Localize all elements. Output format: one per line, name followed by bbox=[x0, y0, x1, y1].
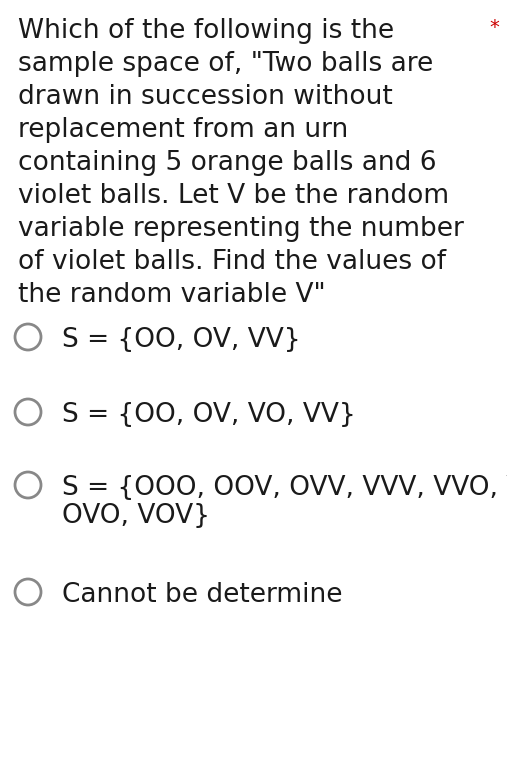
Text: OVO, VOV}: OVO, VOV} bbox=[62, 503, 210, 529]
Text: variable representing the number: variable representing the number bbox=[18, 216, 464, 242]
Text: sample space of, "Two balls are: sample space of, "Two balls are bbox=[18, 51, 433, 77]
Text: of violet balls. Find the values of: of violet balls. Find the values of bbox=[18, 249, 446, 275]
Text: Cannot be determine: Cannot be determine bbox=[62, 582, 343, 608]
Text: Which of the following is the: Which of the following is the bbox=[18, 18, 394, 44]
Text: S = {OOO, OOV, OVV, VVV, VVO, VOO: S = {OOO, OOV, OVV, VVV, VVO, VOO bbox=[62, 475, 507, 501]
Text: S = {OO, OV, VV}: S = {OO, OV, VV} bbox=[62, 327, 301, 353]
Text: violet balls. Let V be the random: violet balls. Let V be the random bbox=[18, 183, 449, 209]
Text: drawn in succession without: drawn in succession without bbox=[18, 84, 393, 110]
Text: S = {OO, OV, VO, VV}: S = {OO, OV, VO, VV} bbox=[62, 402, 355, 428]
Text: the random variable V": the random variable V" bbox=[18, 282, 325, 308]
Text: *: * bbox=[489, 18, 499, 37]
Text: replacement from an urn: replacement from an urn bbox=[18, 117, 348, 143]
Text: containing 5 orange balls and 6: containing 5 orange balls and 6 bbox=[18, 150, 437, 176]
